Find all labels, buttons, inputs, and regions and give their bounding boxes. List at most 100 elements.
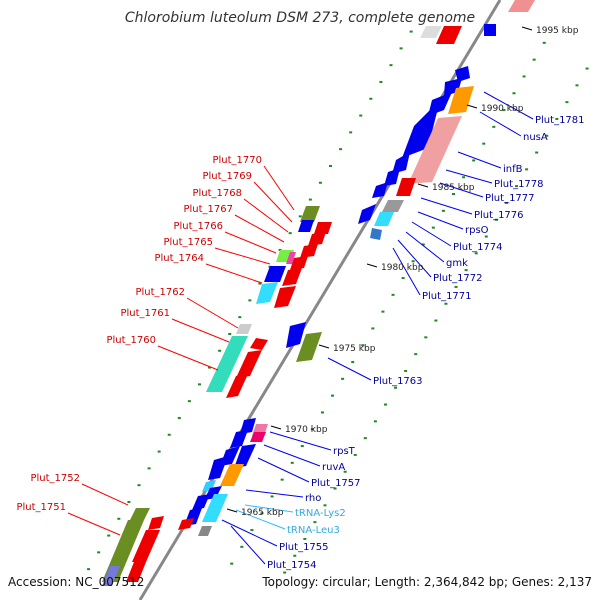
tick-dot (208, 366, 212, 369)
feature-blue-1757b (234, 444, 256, 468)
kbp-label: 1985 kbp (432, 183, 475, 193)
tick-dot (585, 67, 589, 70)
tick-dot (87, 568, 91, 571)
tick-dot (462, 176, 466, 179)
feature-purple-1751 (102, 566, 120, 586)
gene-label[interactable]: Plut_1767 (183, 204, 233, 215)
feature-cyan-mid (374, 212, 394, 226)
label-connector (263, 444, 321, 467)
tick-dot (472, 159, 476, 162)
tick-dot (353, 453, 357, 456)
gene-label[interactable]: Plut_1752 (30, 473, 80, 484)
tick-dot (431, 226, 435, 229)
label-connector (245, 489, 304, 498)
gene-label[interactable]: nusA (523, 132, 548, 143)
feature-red-1751a (132, 530, 160, 562)
tick-dot (542, 41, 546, 44)
gene-label[interactable]: gmk (446, 258, 468, 269)
tick-dot (421, 243, 425, 246)
tick-dot (409, 30, 413, 33)
tick-dot (349, 131, 353, 134)
feature-red-1761 (250, 338, 268, 350)
feature-red-1764c (274, 286, 296, 308)
map-title: Chlorobium luteolum DSM 273, complete ge… (125, 10, 475, 26)
gene-label[interactable]: Plut_1765 (163, 237, 213, 248)
tick-dot (441, 209, 445, 212)
tick-dot (525, 168, 529, 171)
tick-dot (339, 148, 343, 151)
tick-dot (411, 260, 415, 263)
feature-blue-4 (392, 152, 410, 174)
label-connectors (67, 91, 534, 565)
summary-text: Topology: circular; Length: 2,364,842 bp… (261, 575, 592, 589)
gene-label[interactable]: Plut_1761 (120, 308, 170, 319)
gene-label[interactable]: Plut_1778 (494, 179, 544, 190)
gene-label[interactable]: ruvA (322, 462, 345, 473)
gene-label[interactable]: Plut_1771 (422, 291, 472, 302)
gene-label[interactable]: Plut_1772 (433, 273, 483, 284)
gene-label[interactable]: Plut_1781 (535, 115, 585, 126)
gene-label[interactable]: Plut_1776 (474, 210, 524, 221)
gene-label[interactable]: Plut_1755 (279, 542, 329, 553)
feature-red-mid (396, 178, 416, 196)
gene-label[interactable]: Plut_1763 (373, 376, 423, 387)
tick-dot (369, 97, 373, 100)
gene-label[interactable]: rpsO (465, 225, 489, 236)
tick-dot (230, 562, 234, 565)
tick-dot (424, 336, 428, 339)
feature-blue-ruvA (230, 430, 248, 448)
gene-label[interactable]: rpsT (333, 446, 356, 457)
tick-dot (383, 403, 387, 406)
label-connector (243, 198, 289, 233)
gene-label[interactable]: Plut_1760 (106, 335, 156, 346)
tick-dot (270, 495, 274, 498)
gene-label[interactable]: Plut_1751 (16, 502, 66, 513)
feature-red-rpsT (250, 432, 266, 442)
feature-gray-1762 (236, 324, 252, 334)
feature-cyan-1764 (256, 282, 278, 304)
tick-dot (298, 215, 302, 218)
tick-dot (250, 529, 254, 532)
feature-blue-6 (372, 182, 388, 198)
tick-dot (97, 551, 101, 554)
tick-dot (107, 534, 111, 537)
gene-label[interactable]: Plut_1770 (212, 155, 262, 166)
kbp-marks: 1995 kbp 1990 kbp 1985 kbp 1980 kbp 1975 kbp… (226, 26, 579, 518)
tick-dot (280, 478, 284, 481)
feature-red-top (436, 26, 462, 44)
gene-label[interactable]: Plut_1757 (311, 478, 361, 489)
kbp-tick (366, 263, 378, 268)
gene-label[interactable]: infB (503, 164, 523, 175)
feature-olive-1752 (130, 508, 150, 520)
tick-dot (308, 198, 312, 201)
tick-dot (117, 517, 121, 520)
label-connector (439, 182, 484, 198)
tick-dot (157, 450, 161, 453)
tick-dot (137, 484, 141, 487)
tick-dot (394, 386, 398, 389)
gene-label[interactable]: Plut_1754 (267, 560, 317, 571)
tick-dot (454, 285, 458, 288)
gene-label[interactable]: rho (305, 493, 321, 504)
gene-label[interactable]: Plut_1769 (202, 171, 252, 182)
tick-dot (545, 134, 549, 137)
tick-dot (167, 433, 171, 436)
tick-dot (555, 117, 559, 120)
gene-label[interactable]: Plut_1774 (453, 242, 503, 253)
tick-dot (444, 302, 448, 305)
gene-label[interactable]: Plut_1762 (135, 287, 185, 298)
feature-blue-1755 (192, 494, 210, 510)
kbp-label: 1970 kbp (285, 425, 328, 435)
gene-label[interactable]: Plut_1768 (192, 188, 242, 199)
gene-label[interactable]: Plut_1764 (154, 253, 204, 264)
gene-label[interactable]: Plut_1766 (173, 221, 223, 232)
label-connector (420, 197, 473, 215)
tick-dot (381, 310, 385, 313)
gene-label[interactable]: Plut_1777 (485, 193, 535, 204)
gene-label[interactable]: tRNA-Leu3 (287, 525, 340, 536)
kbp-tick (521, 26, 533, 31)
tick-dot (535, 151, 539, 154)
gene-label[interactable]: tRNA-Lys2 (295, 508, 346, 519)
label-connector (81, 483, 129, 506)
label-connector (269, 431, 332, 451)
